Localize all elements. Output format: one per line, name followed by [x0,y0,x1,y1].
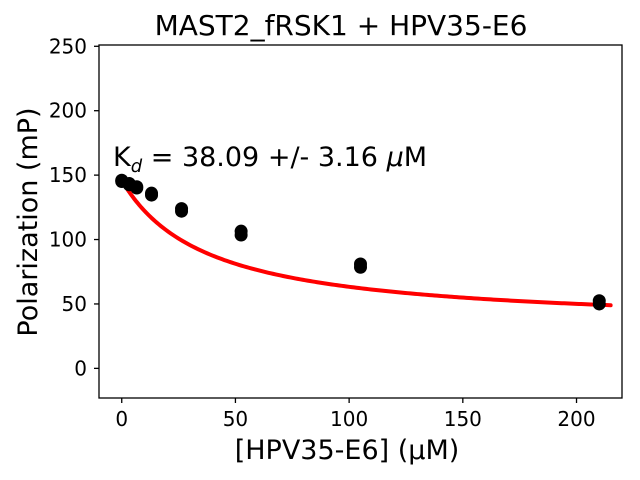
x-tick-label: 50 [223,407,248,431]
fit-curve [119,178,613,308]
kd-unit: M [404,142,427,173]
y-tick-label: 0 [74,356,87,380]
x-tick-label: 100 [330,407,368,431]
kd-symbol: K [113,142,132,173]
axes-frame [98,44,623,399]
x-tick-label: 0 [115,407,128,431]
x-tick-label: 150 [444,407,482,431]
y-tick-label: 50 [62,292,87,316]
y-axis: 0 50 100 150 200 250 [49,34,99,380]
y-tick-label: 100 [49,228,87,252]
kd-subscript: d [131,156,143,177]
x-axis: 0 50 100 150 200 [115,398,596,431]
y-tick-label: 150 [49,163,87,187]
kd-unit-mu: μ [386,142,404,173]
data-point [354,260,367,274]
data-point [145,188,159,202]
y-tick-label: 250 [49,34,87,58]
y-tick-label: 200 [49,99,87,123]
x-axis-label: [HPV35-E6] (μM) [235,435,460,466]
plot-area [115,173,613,311]
chart-title: MAST2_fRSK1 + HPV35-E6 [155,9,528,42]
data-point [234,228,248,242]
y-axis-label: Polarization (mP) [13,107,44,336]
data-point [592,297,606,311]
data-point [175,204,189,218]
kd-value: = 38.09 +/- 3.16 [142,142,386,173]
kd-annotation: Kd = 38.09 +/- 3.16 μM [113,142,427,177]
data-point [130,181,144,195]
x-tick-label: 200 [557,407,595,431]
